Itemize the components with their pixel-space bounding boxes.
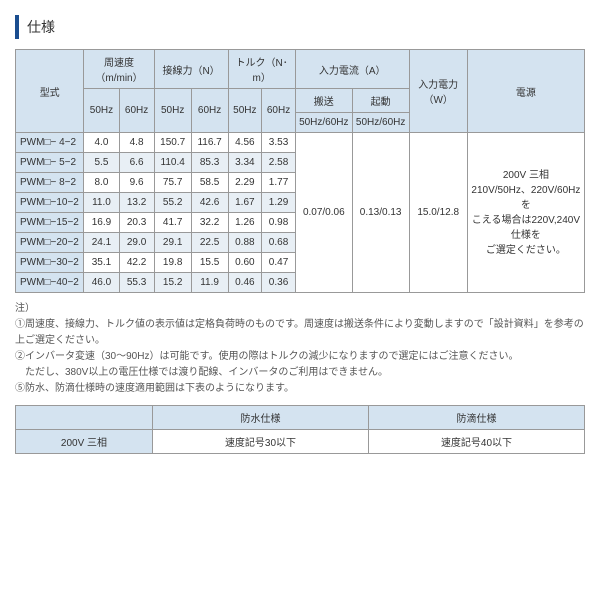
col-sub5060: 50Hz/60Hz [352, 113, 409, 133]
col-waterproof: 防水仕様 [153, 406, 369, 430]
col-startup: 起動 [352, 89, 409, 113]
spec-table: 型式 周速度（m/min） 接線力（N） トルク（N･m） 入力電流（A） 入力… [15, 49, 585, 293]
table-row: PWM□− 4−2 4.04.8 150.7116.7 4.563.53 0.0… [16, 133, 585, 153]
note-line: ②インバータ変速（30～90Hz）は可能です。使用の際はトルクの減少になりますの… [15, 349, 585, 365]
note-line: ①周速度、接線力、トルク値の表示値は定格負荷時のものです。周速度は搬送条件により… [15, 317, 585, 349]
col-force: 接線力（N） [154, 50, 228, 89]
notes-title: 注） [15, 301, 585, 317]
col-dripproof: 防滴仕様 [369, 406, 585, 430]
col-sub5060: 50Hz/60Hz [295, 113, 352, 133]
col-50hz: 50Hz [154, 89, 191, 133]
col-transport: 搬送 [295, 89, 352, 113]
col-60hz: 60Hz [262, 89, 296, 133]
spec-table-2: 防水仕様 防滴仕様 200V 三相 速度記号30以下 速度記号40以下 [15, 405, 585, 454]
col-power: 電源 [467, 50, 584, 133]
col-50hz: 50Hz [84, 89, 119, 133]
notes-block: 注） ①周速度、接線力、トルク値の表示値は定格負荷時のものです。周速度は搬送条件… [15, 301, 585, 397]
col-model: 型式 [16, 50, 84, 133]
section-title: 仕様 [15, 15, 585, 39]
col-inputpower: 入力電力（W） [409, 50, 467, 133]
col-inputcurrent: 入力電流（A） [295, 50, 409, 89]
col-torque: トルク（N･m） [228, 50, 295, 89]
col-60hz: 60Hz [191, 89, 228, 133]
col-speed: 周速度（m/min） [84, 50, 154, 89]
note-line: ただし、380V以上の電圧仕様では渡り配線、インバータのご利用はできません。 [15, 365, 585, 381]
col-60hz: 60Hz [119, 89, 154, 133]
note-line: ⑤防水、防滴仕様時の速度適用範囲は下表のようになります。 [15, 381, 585, 397]
table-row: 200V 三相 速度記号30以下 速度記号40以下 [16, 430, 585, 454]
row-200v: 200V 三相 [16, 430, 153, 454]
col-50hz: 50Hz [228, 89, 262, 133]
empty-header [16, 406, 153, 430]
